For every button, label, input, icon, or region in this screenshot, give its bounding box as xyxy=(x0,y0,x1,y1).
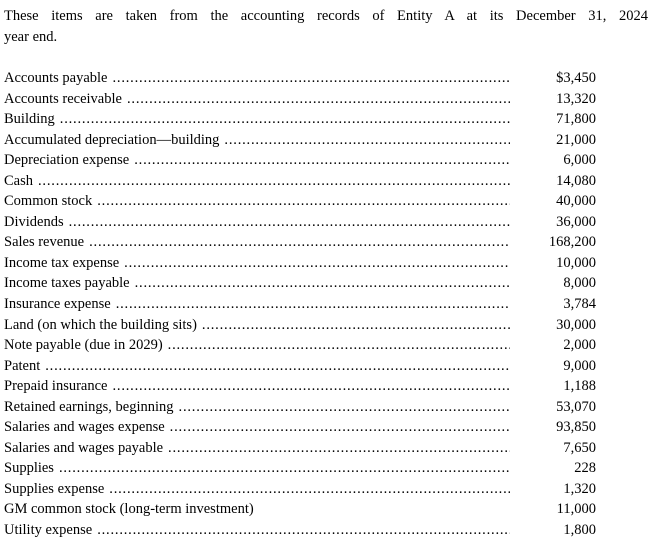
intro-text: These items are taken from the accountin… xyxy=(4,6,648,48)
account-label: Cash xyxy=(4,172,33,189)
account-row: Note payable (due in 2029) 2,000 xyxy=(4,335,596,356)
account-amount: 40,000 xyxy=(556,193,596,210)
account-label: Insurance expense xyxy=(4,296,111,313)
account-row: Land (on which the building sits) 30,000 xyxy=(4,315,596,336)
dot-leader xyxy=(109,479,510,500)
dot-leader xyxy=(116,294,510,315)
account-row: Retained earnings, beginning 53,070 xyxy=(4,397,596,418)
dot-leader xyxy=(112,68,510,89)
account-label: Utility expense xyxy=(4,522,93,539)
account-row: Salaries and wages payable 7,650 xyxy=(4,438,596,459)
dot-leader xyxy=(124,253,510,274)
account-amount: 9,000 xyxy=(563,357,596,374)
account-label: Supplies xyxy=(4,460,54,477)
account-row: Utility expense 1,800 xyxy=(4,520,596,541)
account-row: Depreciation expense 6,000 xyxy=(4,150,596,171)
account-label: Patent xyxy=(4,357,41,374)
account-amount: 71,800 xyxy=(556,111,596,128)
account-amount: 168,200 xyxy=(548,234,596,251)
account-row: GM common stock (long-term investment) 11… xyxy=(4,499,596,520)
account-row: Prepaid insurance 1,188 xyxy=(4,376,596,397)
account-row: Income taxes payable 8,000 xyxy=(4,273,596,294)
account-amount: 3,784 xyxy=(563,296,596,313)
account-amount: 21,000 xyxy=(556,131,596,148)
dot-leader xyxy=(112,376,510,397)
account-row: Dividends 36,000 xyxy=(4,212,596,233)
account-row: Building 71,800 xyxy=(4,109,596,130)
account-row: Insurance expense 3,784 xyxy=(4,294,596,315)
account-amount: 1,800 xyxy=(563,522,596,539)
account-amount: 8,000 xyxy=(563,275,596,292)
dot-leader xyxy=(45,356,510,377)
account-amount: 30,000 xyxy=(556,316,596,333)
account-amount: 7,650 xyxy=(563,439,596,456)
intro-line-1: These items are taken from the accountin… xyxy=(4,8,648,24)
account-label: Accounts receivable xyxy=(4,90,122,107)
dot-leader xyxy=(69,212,510,233)
account-row: Accounts payable $3,450 xyxy=(4,68,596,89)
account-label: Sales revenue xyxy=(4,234,85,251)
account-label: Building xyxy=(4,111,55,128)
account-row: Accumulated depreciation—building 21,000 xyxy=(4,130,596,151)
dot-leader xyxy=(202,315,510,336)
account-row: Supplies expense 1,320 xyxy=(4,479,596,500)
dot-leader xyxy=(38,171,510,192)
dot-leader xyxy=(59,458,510,479)
account-amount: 13,320 xyxy=(556,90,596,107)
account-label: Salaries and wages payable xyxy=(4,439,164,456)
account-amount: 93,850 xyxy=(556,419,596,436)
account-label: Land (on which the building sits) xyxy=(4,316,197,333)
account-amount: 1,320 xyxy=(563,480,596,497)
dot-leader xyxy=(89,232,510,253)
account-amount: 228 xyxy=(574,460,596,477)
account-row: Supplies 228 xyxy=(4,458,596,479)
account-row: Cash 14,080 xyxy=(4,171,596,192)
account-label: GM common stock (long-term investment) xyxy=(4,501,254,518)
account-amount: 2,000 xyxy=(563,337,596,354)
account-row: Sales revenue 168,200 xyxy=(4,232,596,253)
dot-leader xyxy=(127,89,510,110)
account-amount: 11,000 xyxy=(556,501,596,518)
account-list: Accounts payable $3,450 Accounts receivabl… xyxy=(4,68,596,541)
dot-leader xyxy=(168,438,510,459)
dot-leader xyxy=(168,335,510,356)
account-label: Income taxes payable xyxy=(4,275,130,292)
dot-leader xyxy=(60,109,510,130)
account-label: Dividends xyxy=(4,213,64,230)
account-label: Retained earnings, beginning xyxy=(4,398,174,415)
account-amount: 1,188 xyxy=(563,378,596,395)
dot-leader xyxy=(134,150,510,171)
account-label: Income tax expense xyxy=(4,254,120,271)
account-row: Income tax expense 10,000 xyxy=(4,253,596,274)
account-label: Prepaid insurance xyxy=(4,378,108,395)
account-row: Salaries and wages expense 93,850 xyxy=(4,417,596,438)
account-amount: $3,450 xyxy=(556,70,596,86)
account-label: Depreciation expense xyxy=(4,152,130,169)
account-row: Patent 9,000 xyxy=(4,356,596,377)
account-label: Note payable (due in 2029) xyxy=(4,337,163,354)
account-amount: 36,000 xyxy=(556,213,596,230)
account-label: Common stock xyxy=(4,193,93,210)
account-amount: 10,000 xyxy=(556,254,596,271)
dot-leader xyxy=(170,417,510,438)
intro-line-2: year end. xyxy=(4,29,58,45)
dot-leader xyxy=(224,130,510,151)
dot-leader xyxy=(135,273,510,294)
account-amount: 53,070 xyxy=(556,398,596,415)
account-label: Accounts payable xyxy=(4,70,108,86)
dot-leader xyxy=(179,397,510,418)
account-row: Common stock 40,000 xyxy=(4,191,596,212)
account-label: Salaries and wages expense xyxy=(4,419,165,436)
account-amount: 14,080 xyxy=(556,172,596,189)
account-amount: 6,000 xyxy=(563,152,596,169)
dot-leader xyxy=(97,520,510,541)
dot-leader xyxy=(97,191,510,212)
account-label: Supplies expense xyxy=(4,480,105,497)
account-label: Accumulated depreciation—building xyxy=(4,131,220,148)
account-row: Accounts receivable 13,320 xyxy=(4,89,596,110)
